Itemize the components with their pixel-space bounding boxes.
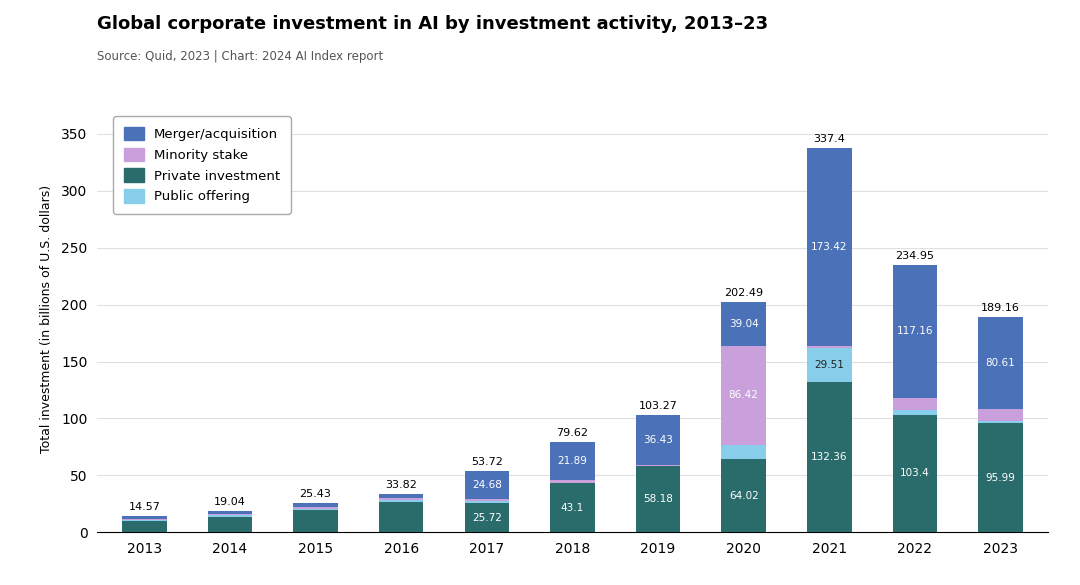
Text: 202.49: 202.49	[724, 288, 764, 298]
Bar	[550, 480, 595, 483]
Bar	[122, 520, 166, 521]
Legend: Merger/acquisition, Minority stake, Private investment, Public offering: Merger/acquisition, Minority stake, Priv…	[113, 116, 291, 214]
Text: 43.1: 43.1	[561, 503, 584, 513]
Bar	[294, 503, 338, 507]
Bar	[207, 511, 252, 514]
Text: 25.43: 25.43	[299, 490, 332, 500]
Bar	[807, 346, 851, 348]
Text: 24.68: 24.68	[472, 480, 502, 490]
Text: 103.27: 103.27	[638, 401, 677, 411]
Text: 337.4: 337.4	[813, 134, 846, 144]
Bar	[464, 501, 509, 503]
Bar	[379, 498, 423, 501]
Bar	[807, 381, 851, 532]
Text: 79.62: 79.62	[556, 428, 589, 438]
Text: 95.99: 95.99	[986, 473, 1015, 483]
Bar	[978, 421, 1023, 423]
Bar	[379, 501, 423, 503]
Bar	[978, 409, 1023, 421]
Bar	[122, 516, 166, 519]
Bar	[893, 265, 937, 398]
Bar	[721, 459, 766, 532]
Bar	[122, 519, 166, 520]
Bar	[893, 415, 937, 532]
Bar	[978, 317, 1023, 409]
Bar	[636, 415, 680, 465]
Bar	[978, 423, 1023, 532]
Text: 33.82: 33.82	[386, 480, 417, 490]
Text: 14.57: 14.57	[129, 502, 160, 512]
Bar	[893, 398, 937, 410]
Bar	[464, 471, 509, 499]
Text: 21.89: 21.89	[557, 456, 588, 466]
Text: Global corporate investment in AI by investment activity, 2013–23: Global corporate investment in AI by inv…	[97, 15, 768, 33]
Text: 80.61: 80.61	[986, 358, 1015, 368]
Bar	[294, 510, 338, 532]
Bar	[807, 348, 851, 381]
Bar	[207, 515, 252, 517]
Bar	[636, 466, 680, 532]
Bar	[379, 503, 423, 532]
Bar	[721, 302, 766, 346]
Bar	[807, 148, 851, 346]
Text: Source: Quid, 2023 | Chart: 2024 AI Index report: Source: Quid, 2023 | Chart: 2024 AI Inde…	[97, 50, 383, 63]
Text: 132.36: 132.36	[811, 452, 848, 462]
Bar	[379, 494, 423, 498]
Bar	[294, 507, 338, 508]
Bar	[464, 499, 509, 501]
Bar	[550, 442, 595, 480]
Text: 234.95: 234.95	[895, 251, 934, 261]
Text: 58.18: 58.18	[643, 494, 673, 504]
Bar	[464, 503, 509, 532]
Bar	[294, 508, 338, 510]
Text: 53.72: 53.72	[471, 457, 502, 467]
Text: 64.02: 64.02	[729, 491, 758, 501]
Bar	[721, 346, 766, 445]
Text: 103.4: 103.4	[900, 469, 930, 479]
Text: 29.51: 29.51	[814, 360, 845, 370]
Bar	[721, 445, 766, 459]
Bar	[550, 483, 595, 532]
Bar	[893, 410, 937, 415]
Y-axis label: Total investment (in billions of U.S. dollars): Total investment (in billions of U.S. do…	[40, 185, 53, 453]
Text: 117.16: 117.16	[896, 326, 933, 336]
Text: 173.42: 173.42	[811, 242, 848, 252]
Bar	[207, 517, 252, 532]
Text: 36.43: 36.43	[643, 435, 673, 445]
Bar	[207, 514, 252, 515]
Text: 19.04: 19.04	[214, 497, 246, 507]
Text: 189.16: 189.16	[981, 303, 1020, 313]
Text: 25.72: 25.72	[472, 512, 502, 523]
Text: 39.04: 39.04	[729, 319, 758, 329]
Text: 86.42: 86.42	[729, 390, 758, 400]
Bar	[122, 521, 166, 532]
